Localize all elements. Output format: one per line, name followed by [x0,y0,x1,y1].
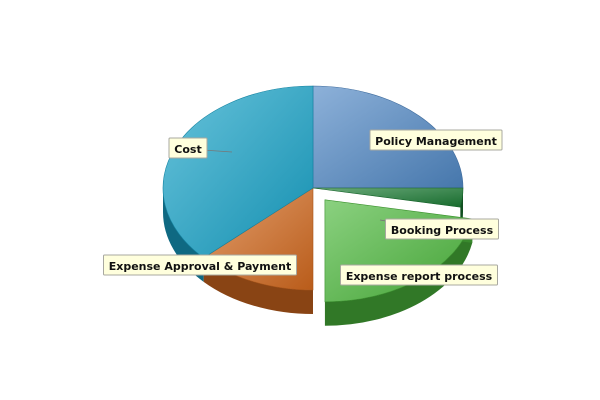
slice-label-policy-management: Policy Management [375,135,497,148]
slice-label-box-booking-process [385,218,499,240]
pie-side-expense-approval-and-payment [203,257,313,314]
slice-label-expense-report-process: Expense report process [346,270,493,283]
slice-label-box-policy-management [369,129,503,151]
slice-label-box-cost [168,137,208,159]
pie-labels: Policy Management Booking Process Expense … [103,129,503,286]
pie-tops [162,85,473,303]
slice-label-box-expense-report-process [340,264,498,286]
slice-label-booking-process: Booking Process [391,224,494,237]
pie-slice-booking-process[interactable] [312,187,464,208]
slice-label-expense-approval-and-payment: Expense Approval & Payment [109,260,292,273]
pie-slice-expense-report-process[interactable] [324,199,473,303]
slice-label-box-expense-approval-and-payment [103,254,297,276]
slice-label-cost: Cost [174,143,201,156]
